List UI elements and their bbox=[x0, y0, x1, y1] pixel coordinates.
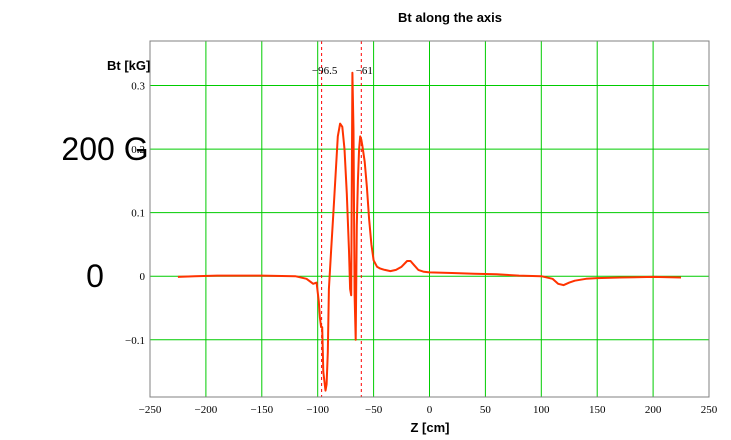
marker-label: −96.5 bbox=[312, 65, 338, 77]
y-tick-label: 0.3 bbox=[131, 81, 145, 93]
x-tick-label: 200 bbox=[645, 404, 662, 416]
annotation-text: 200 G bbox=[61, 131, 148, 167]
x-tick-label: −100 bbox=[306, 404, 329, 416]
x-axis-label: Z [cm] bbox=[411, 420, 450, 435]
x-tick-label: −50 bbox=[365, 404, 383, 416]
y-tick-label: 0.2 bbox=[131, 144, 145, 156]
marker-label: −61 bbox=[356, 65, 373, 77]
grid bbox=[149, 41, 710, 397]
series-line bbox=[177, 71, 682, 392]
y-tick-label: −0.1 bbox=[125, 335, 145, 347]
x-tick-label: 100 bbox=[533, 404, 550, 416]
y-tick-labels: 0.3 0.2 0.1 0 −0.1 bbox=[125, 81, 145, 347]
plot-frame bbox=[149, 40, 710, 398]
annotation-text: 0 bbox=[86, 258, 104, 294]
chart-title: Bt along the axis bbox=[398, 10, 502, 25]
y-tick-label: 0.1 bbox=[131, 208, 145, 220]
x-tick-label: 0 bbox=[427, 404, 433, 416]
y-axis-label: Bt [kG] bbox=[107, 58, 150, 73]
x-tick-label: −200 bbox=[195, 404, 218, 416]
y-tick-label: 0 bbox=[140, 271, 146, 283]
vertical-markers: −96.5 −61 bbox=[312, 41, 373, 397]
annotations: 200 G 0 bbox=[61, 131, 148, 294]
x-tick-label: 150 bbox=[589, 404, 606, 416]
x-tick-labels: −250 −200 −150 −100 −50 0 50 100 150 200 250 bbox=[139, 404, 718, 416]
x-tick-label: 250 bbox=[701, 404, 718, 416]
x-tick-label: 50 bbox=[480, 404, 492, 416]
x-tick-label: −250 bbox=[139, 404, 162, 416]
x-tick-label: −150 bbox=[250, 404, 273, 416]
